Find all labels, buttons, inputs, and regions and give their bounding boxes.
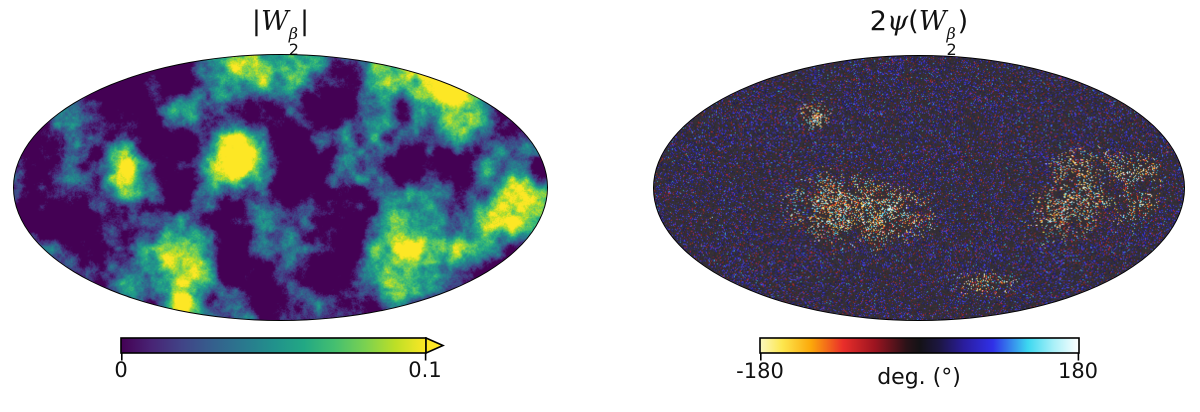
right-title-symbol: W xyxy=(918,6,947,37)
left-title-sup: β xyxy=(288,24,299,43)
left-colorbar-max-arrow xyxy=(425,337,445,355)
right-colorbar-min-label: -180 xyxy=(736,359,784,383)
right-title-coef: 2 xyxy=(869,6,887,37)
right-sky-map-canvas xyxy=(654,56,1184,320)
right-sky-map xyxy=(653,55,1185,321)
right-map-title: 2ψ(W β 2) xyxy=(653,5,1185,58)
left-map-title: |W β 2 | xyxy=(13,5,548,58)
right-colorbar-bar xyxy=(759,337,1080,354)
right-colorbar xyxy=(759,337,1080,361)
right-title-sup: β xyxy=(946,24,956,43)
left-title-lbar: | xyxy=(251,6,262,37)
left-title-sub: 2 xyxy=(288,40,299,59)
right-colorbar-unit-label: deg. (°) xyxy=(877,365,961,390)
left-sky-map-canvas xyxy=(14,55,547,320)
left-title-symbol: W xyxy=(261,6,289,37)
left-colorbar-bar xyxy=(120,337,427,354)
left-title-rbar: | xyxy=(299,6,310,37)
right-title-psi: ψ xyxy=(886,6,909,37)
right-title-rparen: ) xyxy=(957,6,969,37)
left-colorbar-max-label: 0.1 xyxy=(408,358,442,382)
right-title-lparen: ( xyxy=(908,6,919,37)
right-title-sub: 2 xyxy=(946,40,957,59)
left-sky-map xyxy=(13,54,548,321)
right-colorbar-max-label: 180 xyxy=(1057,359,1099,383)
left-colorbar-min-label: 0 xyxy=(114,358,128,382)
left-colorbar xyxy=(120,337,445,361)
